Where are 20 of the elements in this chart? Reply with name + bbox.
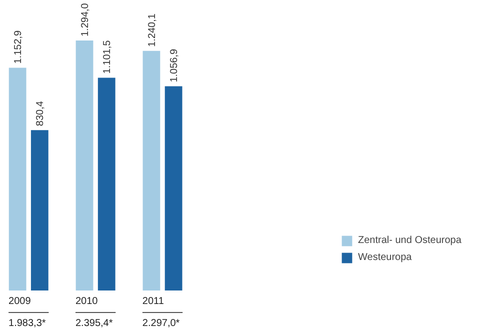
x-tick-label: 2010 [75,296,98,307]
data-label: 1.101,5 [102,40,114,74]
bar [30,130,48,290]
total-label: 2.297,0* [142,318,180,329]
bar [8,68,26,290]
legend-label: Zentral- und Osteuropa [358,235,462,246]
total-label: 1.983,3* [8,318,46,329]
data-label: 1.056,9 [169,48,180,82]
data-label: 830,4 [35,100,46,126]
data-label: 1.152,9 [13,30,24,64]
bar [98,78,116,290]
legend-label: Westeuropa [358,252,412,263]
bar [76,40,94,290]
bar [142,50,160,290]
bar [164,86,182,290]
total-label: 2.395,4* [75,318,113,329]
data-label: 1.294,0 [80,2,92,36]
x-tick-label: 2011 [142,296,164,307]
x-tick-label: 2009 [8,296,32,307]
data-label: 1.240,1 [146,13,158,47]
